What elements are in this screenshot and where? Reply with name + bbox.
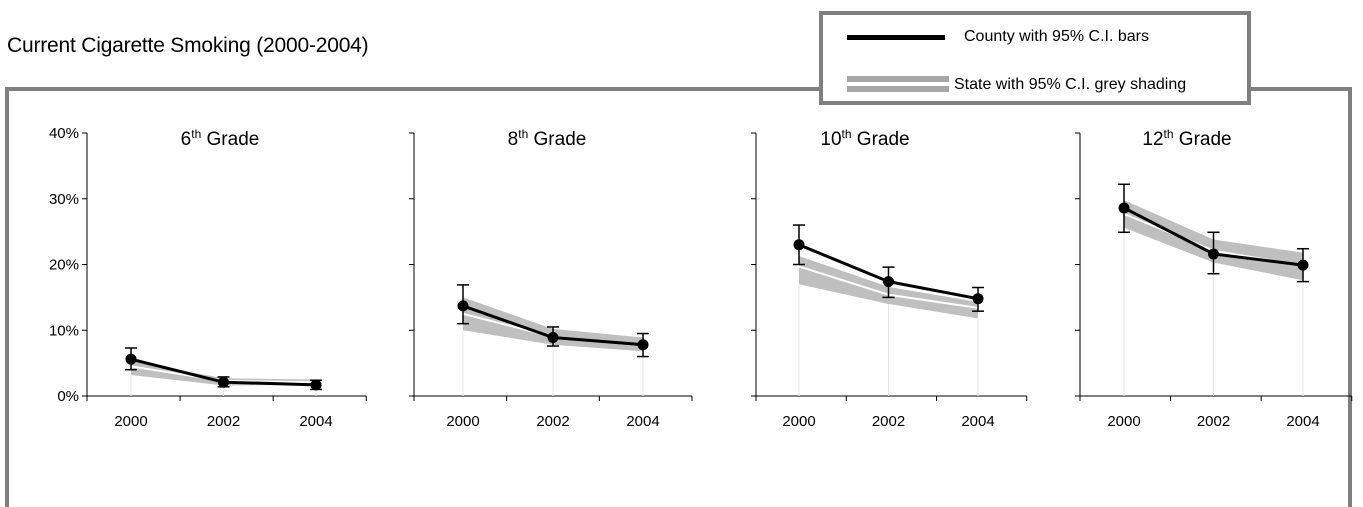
x-tick-label: 2000 — [1107, 413, 1140, 430]
panel-title: 6th Grade — [181, 127, 260, 150]
county-point — [125, 353, 137, 365]
x-tick-label: 2002 — [207, 413, 240, 430]
y-tick-label: 20% — [49, 257, 79, 274]
y-tick-label: 0% — [57, 388, 79, 405]
legend-swatch-county — [847, 35, 945, 40]
x-tick-label: 2004 — [626, 413, 659, 430]
x-tick-label: 2000 — [446, 413, 479, 430]
x-tick-label: 2002 — [536, 413, 569, 430]
x-tick-label: 2004 — [961, 413, 994, 430]
legend: County with 95% C.I. bars State with 95%… — [819, 11, 1251, 105]
legend-label-state: State with 95% C.I. grey shading — [954, 76, 1187, 93]
panel-title: 10th Grade — [820, 127, 909, 150]
panel-title: 8th Grade — [508, 127, 587, 150]
legend-label-county: County with 95% C.I. bars — [964, 28, 1149, 45]
y-tick-label: 30% — [49, 191, 79, 208]
county-point — [972, 293, 984, 305]
chart-title: Current Cigarette Smoking (2000-2004) — [7, 34, 369, 57]
county-point — [218, 376, 229, 388]
x-tick-label: 2002 — [872, 413, 905, 430]
county-point — [457, 300, 469, 312]
charts-svg: 0% 10% 20% 30% 40% 2000 2002 2004 6th Grade 2000 2… — [49, 125, 1353, 430]
legend-swatch-state — [847, 76, 949, 82]
y-tick-label: 40% — [49, 125, 79, 142]
y-tick-label: 10% — [49, 322, 79, 339]
x-tick-label: 2004 — [1286, 413, 1319, 430]
x-tick-label: 2000 — [114, 413, 147, 430]
state-ci-band — [131, 361, 316, 386]
county-point — [1208, 248, 1219, 260]
county-point — [1118, 202, 1130, 214]
county-point — [310, 379, 322, 391]
county-point — [1297, 259, 1309, 271]
x-tick-label: 2000 — [782, 413, 815, 430]
county-point — [547, 331, 559, 343]
x-tick-label: 2002 — [1197, 413, 1230, 430]
x-tick-label: 2004 — [299, 413, 332, 430]
panel-title: 12th Grade — [1142, 127, 1231, 150]
chart-frame — [5, 87, 1352, 507]
state-ci-band — [463, 297, 643, 352]
county-point — [637, 339, 649, 351]
county-point — [793, 239, 805, 251]
county-point — [883, 276, 894, 288]
legend-swatch-state-lower — [847, 86, 949, 92]
